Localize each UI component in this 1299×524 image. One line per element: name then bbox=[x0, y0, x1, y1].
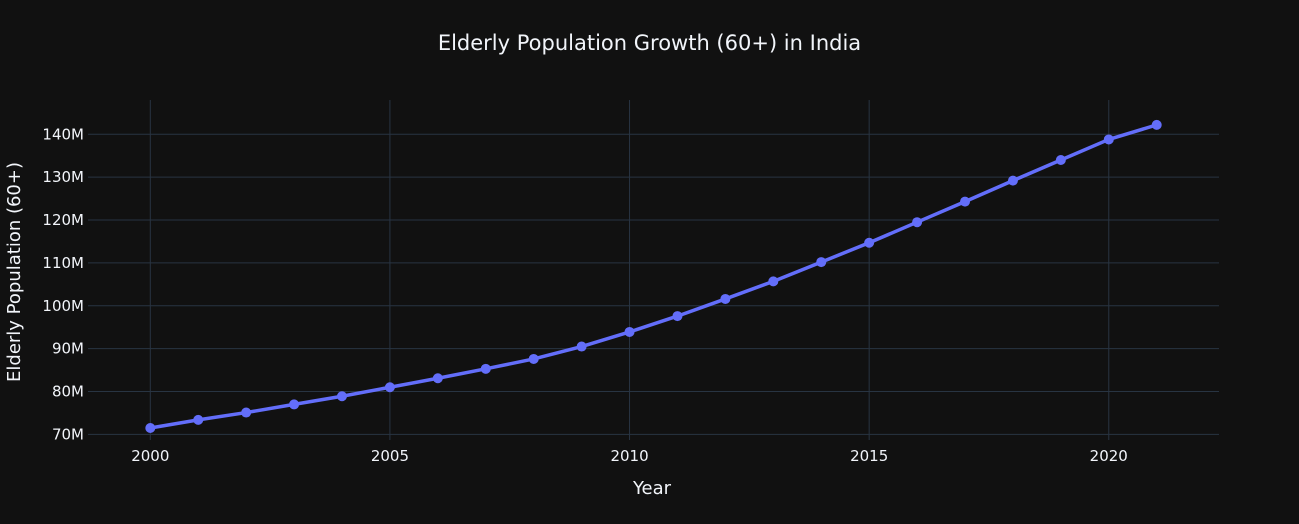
data-point[interactable] bbox=[241, 407, 252, 418]
data-point[interactable] bbox=[576, 341, 587, 352]
y-tick-label: 70M bbox=[52, 425, 84, 443]
x-tick-labels: 2000 2005 2010 2015 2020 bbox=[131, 447, 1128, 465]
x-tick-label: 2010 bbox=[610, 447, 648, 465]
x-tick-label: 2005 bbox=[371, 447, 409, 465]
x-tick-label: 2015 bbox=[850, 447, 888, 465]
x-tick-label: 2020 bbox=[1090, 447, 1128, 465]
series-layer bbox=[145, 119, 1162, 433]
y-tick-labels: 70M 80M 90M 100M 110M 120M 130M 140M bbox=[42, 125, 84, 443]
data-point[interactable] bbox=[864, 237, 875, 248]
data-point[interactable] bbox=[672, 311, 683, 322]
data-point[interactable] bbox=[816, 257, 827, 268]
data-point[interactable] bbox=[384, 382, 395, 393]
y-tick-label: 110M bbox=[42, 254, 84, 272]
data-point[interactable] bbox=[720, 293, 731, 304]
y-gridlines bbox=[88, 133, 1219, 435]
data-point[interactable] bbox=[193, 414, 204, 425]
data-point[interactable] bbox=[336, 391, 347, 402]
x-axis-title: Year bbox=[632, 478, 672, 499]
data-point[interactable] bbox=[289, 399, 300, 410]
data-point[interactable] bbox=[432, 373, 443, 384]
series-line bbox=[148, 123, 1159, 430]
data-point[interactable] bbox=[1055, 155, 1066, 166]
data-point[interactable] bbox=[1007, 175, 1018, 186]
y-tick-label: 100M bbox=[42, 297, 84, 315]
y-tick-label: 120M bbox=[42, 211, 84, 229]
data-point[interactable] bbox=[624, 326, 635, 337]
y-tick-label: 140M bbox=[42, 125, 84, 143]
x-tick-label: 2000 bbox=[131, 447, 169, 465]
data-point[interactable] bbox=[912, 217, 923, 228]
x-gridlines bbox=[149, 100, 1110, 440]
data-point[interactable] bbox=[145, 422, 156, 433]
y-tick-label: 90M bbox=[52, 340, 84, 358]
chart-title: Elderly Population Growth (60+) in India bbox=[438, 31, 861, 55]
data-point[interactable] bbox=[528, 353, 539, 364]
data-point[interactable] bbox=[1151, 119, 1162, 130]
data-point[interactable] bbox=[480, 363, 491, 374]
data-point[interactable] bbox=[768, 276, 779, 287]
data-point[interactable] bbox=[960, 196, 971, 207]
y-axis-title: Elderly Population (60+) bbox=[4, 162, 25, 382]
y-tick-label: 130M bbox=[42, 168, 84, 186]
data-point[interactable] bbox=[1103, 134, 1114, 145]
y-tick-label: 80M bbox=[52, 383, 84, 401]
